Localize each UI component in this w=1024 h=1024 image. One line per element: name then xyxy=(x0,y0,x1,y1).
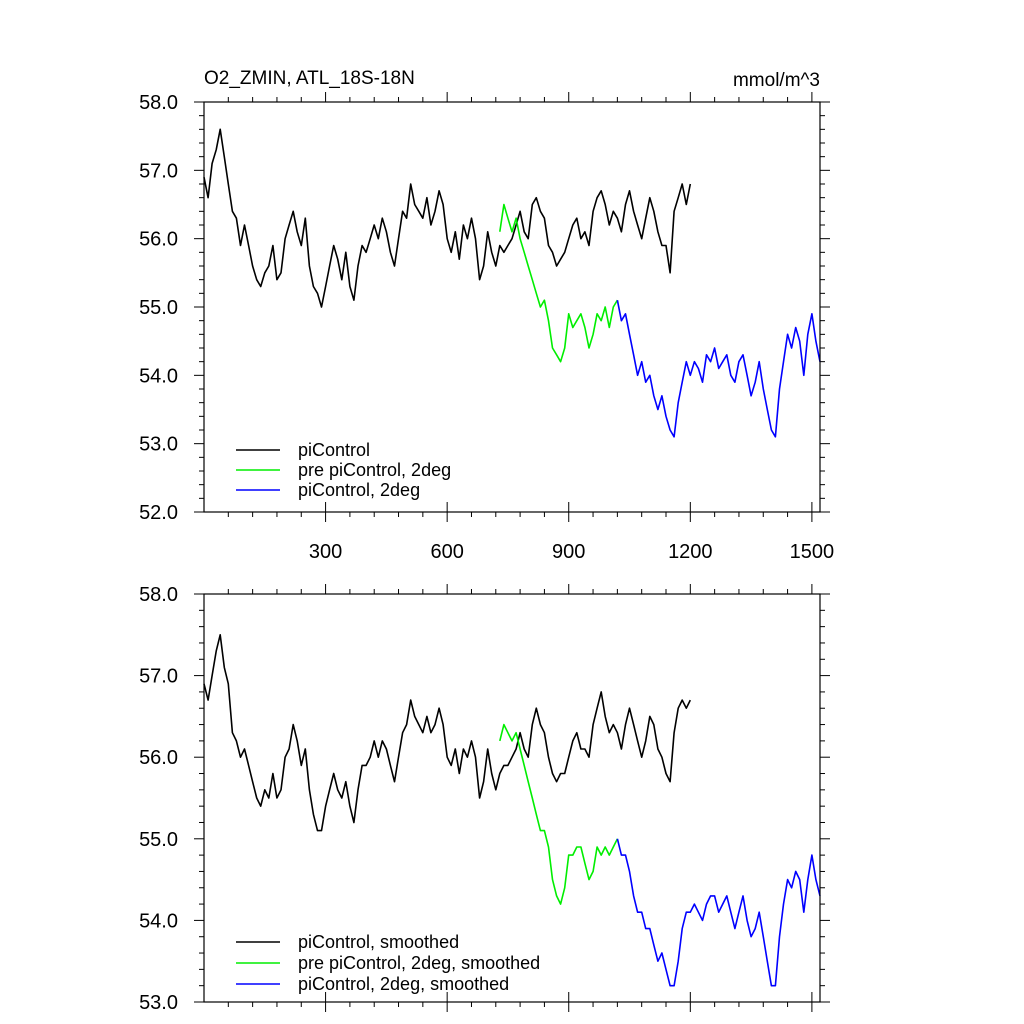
top-chart-panel: O2_ZMIN, ATL_18S-18N mmol/m^3 52.0 53.0 54… xyxy=(139,68,834,563)
series-line xyxy=(616,300,821,438)
series-line xyxy=(499,723,619,905)
axis-ticks xyxy=(194,92,830,522)
x-tick-label: 600 xyxy=(430,541,463,563)
series-line xyxy=(616,838,821,987)
tick-labels: 53.0 54.0 55.0 56.0 57.0 58.0 xyxy=(139,584,178,1014)
y-tick-label: 56.0 xyxy=(139,229,178,251)
y-tick-label: 54.0 xyxy=(139,910,178,932)
y-tick-label: 52.0 xyxy=(139,502,178,524)
y-tick-label: 57.0 xyxy=(139,666,178,688)
axis-ticks xyxy=(194,584,830,1012)
x-tick-label: 1200 xyxy=(668,541,713,563)
legend-label: pre piControl, 2deg xyxy=(298,460,451,480)
legend-label: piControl, 2deg xyxy=(298,480,420,500)
chart-title: O2_ZMIN, ATL_18S-18N xyxy=(204,68,415,89)
series-line xyxy=(499,203,619,363)
plot-frame xyxy=(203,101,821,513)
legend-label: pre piControl, 2deg, smoothed xyxy=(298,953,540,973)
x-tick-label: 1500 xyxy=(790,541,835,563)
chart-units: mmol/m^3 xyxy=(733,70,820,91)
series-lines xyxy=(203,633,821,987)
y-tick-label: 56.0 xyxy=(139,747,178,769)
legend-label: piControl xyxy=(298,440,370,460)
series-line xyxy=(203,128,692,308)
series-lines xyxy=(203,128,821,438)
y-tick-label: 55.0 xyxy=(139,297,178,319)
y-tick-label: 58.0 xyxy=(139,584,178,606)
y-tick-label: 57.0 xyxy=(139,160,178,182)
y-tick-label: 54.0 xyxy=(139,365,178,387)
y-tick-label: 53.0 xyxy=(139,992,178,1014)
x-tick-label: 300 xyxy=(309,541,342,563)
bottom-chart-panel: 53.0 54.0 55.0 56.0 57.0 58.0 piControl, smoo… xyxy=(139,584,830,1014)
legend-label: piControl, 2deg, smoothed xyxy=(298,974,509,994)
x-tick-label: 900 xyxy=(552,541,585,563)
plot-frame xyxy=(203,593,821,1003)
y-tick-label: 53.0 xyxy=(139,434,178,456)
legend-label: piControl, smoothed xyxy=(298,932,459,952)
y-tick-label: 58.0 xyxy=(139,92,178,114)
y-tick-label: 55.0 xyxy=(139,829,178,851)
series-line xyxy=(203,633,692,832)
tick-labels: 52.0 53.0 54.0 55.0 56.0 57.0 58.0 300 600 900 120… xyxy=(139,92,834,563)
